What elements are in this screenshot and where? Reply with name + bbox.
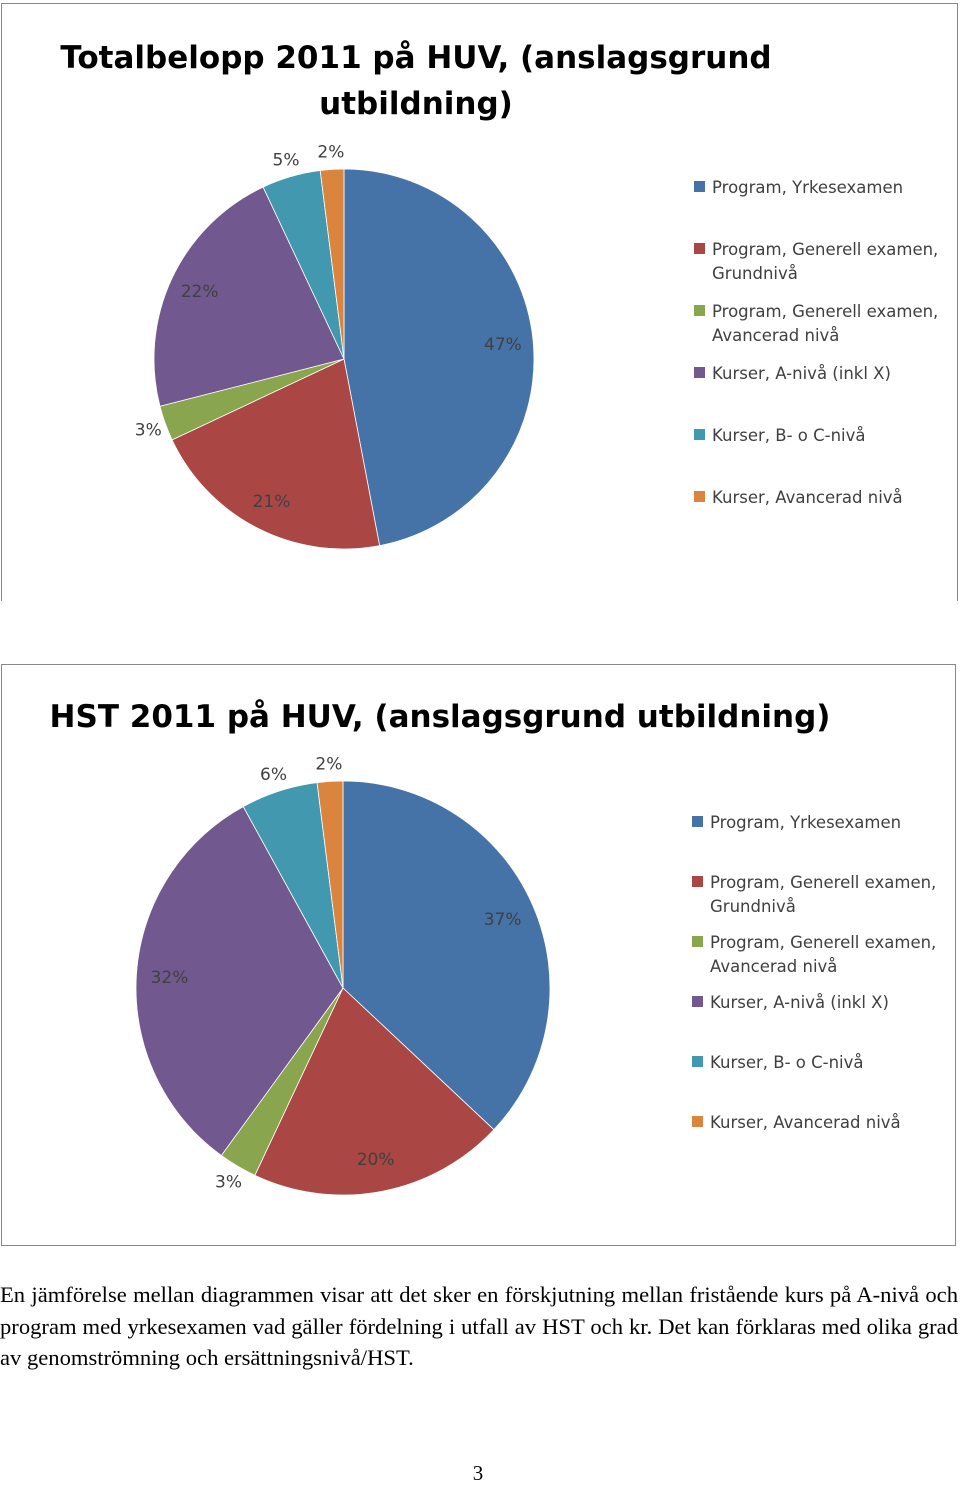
legend-label-program-generell-examen-avancerad-niva: Program, Generell examen, Avancerad nivå [712, 302, 938, 345]
legend-label-kurser-a-niva-inkl-x: Kurser, A-nivå (inkl X) [710, 993, 889, 1012]
data-label-kurser-a-niva-inkl-x: 32% [151, 968, 189, 988]
pie-slice-program-yrkesexamen [343, 168, 535, 547]
legend-label-kurser-avancerad-niva: Kurser, Avancerad nivå [710, 1113, 901, 1132]
totalbelopp-pie-svg: Totalbelopp 2011 på HUV, (anslagsgrund ut… [60, 40, 938, 550]
legend-swatch-program-yrkesexamen [694, 181, 705, 192]
data-label-kurser-a-niva-inkl-x: 22% [181, 282, 219, 302]
legend-swatch-program-generell-examen-avancerad-niva [694, 305, 705, 316]
legend-label-line: Kurser, B- o C-nivå [712, 426, 866, 445]
legend-swatch-program-yrkesexamen [692, 816, 703, 827]
data-label-kurser-avancerad-niva: 2% [317, 142, 344, 162]
legend-swatch-program-generell-examen-grundniva [692, 876, 703, 887]
data-label-kurser-b-o-c-niva: 5% [273, 150, 300, 170]
legend-label-kurser-b-o-c-niva: Kurser, B- o C-nivå [710, 1053, 864, 1072]
data-label-program-yrkesexamen: 47% [484, 335, 522, 355]
legend-label-line: Kurser, Avancerad nivå [712, 488, 903, 507]
totalbelopp-chart-title: Totalbelopp 2011 på HUV, (anslagsgrund ut… [60, 40, 771, 122]
legend-label-line: Grundnivå [712, 264, 798, 283]
data-label-program-generell-examen-grundniva: 21% [253, 492, 291, 512]
legend-label-program-generell-examen-grundniva: Program, Generell examen, Grundnivå [710, 873, 936, 916]
hst-pie-svg: HST 2011 på HUV, (anslagsgrund utbildnin… [50, 699, 936, 1196]
totalbelopp-chart-title-line: Totalbelopp 2011 på HUV, (anslagsgrund [60, 40, 771, 76]
legend-swatch-kurser-avancerad-niva [694, 491, 705, 502]
legend-label-line: Program, Generell examen, [712, 302, 938, 321]
pie-slice-kurser-avancerad-niva [319, 168, 345, 360]
legend-label-line: Avancerad nivå [710, 957, 837, 976]
legend-label-line: Program, Generell examen, [710, 873, 936, 892]
data-label-program-generell-examen-grundniva: 20% [357, 1150, 395, 1170]
totalbelopp-chart: Totalbelopp 2011 på HUV, (anslagsgrund ut… [1, 3, 958, 601]
data-label-kurser-b-o-c-niva: 6% [260, 765, 287, 785]
legend-label-line: Program, Generell examen, [712, 240, 938, 259]
legend-label-line: Avancerad nivå [712, 326, 839, 345]
pie-slice-kurser-avancerad-niva [316, 780, 344, 989]
legend-label-kurser-avancerad-niva: Kurser, Avancerad nivå [712, 488, 903, 507]
legend-swatch-kurser-b-o-c-niva [692, 1056, 703, 1067]
legend-label-program-yrkesexamen: Program, Yrkesexamen [710, 813, 901, 832]
legend-swatch-program-generell-examen-avancerad-niva [692, 936, 703, 947]
legend-label-line: Kurser, B- o C-nivå [710, 1053, 864, 1072]
legend-label-line: Kurser, A-nivå (inkl X) [710, 993, 889, 1012]
data-label-program-yrkesexamen: 37% [484, 910, 522, 930]
legend-label-program-yrkesexamen: Program, Yrkesexamen [712, 178, 903, 197]
pie-slice-program-generell-examen-grundniva [254, 987, 495, 1196]
legend-swatch-kurser-a-niva-inkl-x [692, 996, 703, 1007]
legend-label-line: Program, Generell examen, [710, 933, 936, 952]
hst-chart-title-line: HST 2011 på HUV, (anslagsgrund utbildnin… [50, 699, 831, 735]
legend-label-line: Program, Yrkesexamen [710, 813, 901, 832]
totalbelopp-chart-title-line: utbildning) [319, 86, 513, 122]
legend-swatch-program-generell-examen-grundniva [694, 243, 705, 254]
legend-swatch-kurser-avancerad-niva [692, 1116, 703, 1127]
page-number: 3 [472, 1461, 484, 1485]
legend-label-line: Grundnivå [710, 897, 796, 916]
legend-swatch-kurser-b-o-c-niva [694, 429, 705, 440]
pie-slice-kurser-a-niva-inkl-x [135, 806, 344, 1157]
data-label-program-generell-examen-avancerad-niva: 3% [135, 421, 162, 441]
pie-slice-kurser-a-niva-inkl-x [153, 186, 345, 407]
legend-label-line: Kurser, Avancerad nivå [710, 1113, 901, 1132]
pie-slice-program-generell-examen-grundniva [171, 358, 381, 550]
legend-label-line: Kurser, A-nivå (inkl X) [712, 364, 891, 383]
legend-label-program-generell-examen-avancerad-niva: Program, Generell examen, Avancerad nivå [710, 933, 936, 976]
legend-label-line: Program, Yrkesexamen [712, 178, 903, 197]
hst-chart: HST 2011 på HUV, (anslagsgrund utbildnin… [1, 664, 956, 1246]
hst-chart-title: HST 2011 på HUV, (anslagsgrund utbildnin… [50, 699, 831, 735]
data-label-program-generell-examen-avancerad-niva: 3% [215, 1173, 242, 1193]
legend-label-kurser-a-niva-inkl-x: Kurser, A-nivå (inkl X) [712, 364, 891, 383]
legend-label-kurser-b-o-c-niva: Kurser, B- o C-nivå [712, 426, 866, 445]
data-label-kurser-avancerad-niva: 2% [315, 754, 342, 774]
legend-label-program-generell-examen-grundniva: Program, Generell examen, Grundnivå [712, 240, 938, 283]
pie-slice-program-yrkesexamen [342, 780, 551, 1131]
body-paragraph: En jämförelse mellan diagrammen visar at… [0, 1282, 958, 1370]
legend-swatch-kurser-a-niva-inkl-x [694, 367, 705, 378]
